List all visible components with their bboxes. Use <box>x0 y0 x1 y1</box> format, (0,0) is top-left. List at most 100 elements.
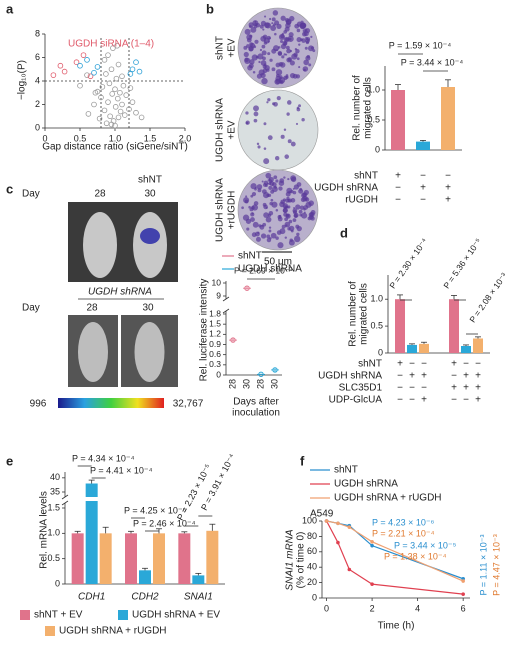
cell-stain <box>253 118 258 123</box>
cell-stain <box>299 205 305 210</box>
point <box>106 80 113 87</box>
bar <box>99 533 112 584</box>
y-tick-label: 80 <box>307 531 317 541</box>
axis-break <box>222 308 230 314</box>
cell-stain <box>291 53 298 60</box>
y-tick-label: 1.0 <box>367 84 380 94</box>
cell-stain <box>277 214 282 219</box>
y-tick-label: 20 <box>307 577 317 587</box>
condition-sign: − <box>409 395 415 406</box>
condition-sign: + <box>475 383 481 394</box>
point <box>105 52 111 58</box>
cell-stain <box>290 141 296 147</box>
cell-stain <box>303 205 309 210</box>
cell-stain <box>255 55 259 59</box>
cell-stain <box>268 37 271 40</box>
point <box>103 120 110 127</box>
bar <box>125 533 137 584</box>
y-axis-label: Rel. mRNA levels <box>39 491 50 569</box>
image-title: shNT <box>138 175 162 186</box>
cell-stain <box>304 46 308 50</box>
cell-stain <box>282 208 288 214</box>
cell-stain <box>296 28 301 33</box>
condition-label: SLC35D1 <box>339 383 383 394</box>
cell-stain <box>303 189 309 196</box>
cell-stain <box>299 213 303 217</box>
cell-stain <box>302 195 308 202</box>
point <box>96 115 103 122</box>
cell-stain <box>271 22 274 25</box>
cell-stain <box>303 211 306 214</box>
point <box>115 61 122 68</box>
error-bar <box>209 523 216 531</box>
point <box>91 69 97 76</box>
cell-stain <box>266 101 269 104</box>
panel-letter: f <box>300 453 305 468</box>
error-bar <box>395 84 401 90</box>
cell-stain <box>298 43 301 46</box>
point <box>129 99 136 105</box>
cell-stain <box>259 48 263 52</box>
condition-sign: − <box>420 195 426 206</box>
point <box>133 109 139 116</box>
y-tick-label: 8 <box>35 28 40 38</box>
cell-stain <box>275 62 281 68</box>
condition-sign: − <box>475 359 481 370</box>
cell-stain <box>276 23 282 30</box>
condition-sign: + <box>445 183 451 194</box>
point <box>108 121 115 128</box>
y-tick-label: 1.8 <box>209 308 221 318</box>
y-tick-label: 0 <box>312 592 317 602</box>
cell-stain <box>275 179 279 183</box>
error-bar <box>463 344 469 347</box>
condition-label: shNT <box>358 359 382 370</box>
cell-stain <box>286 100 292 105</box>
cell-stain <box>270 25 277 31</box>
point <box>244 285 250 291</box>
x-tick-label: 1.0 <box>109 133 122 143</box>
point <box>103 71 109 77</box>
cell-stain <box>246 227 250 231</box>
cell-stain <box>243 197 250 204</box>
cell-stain <box>253 105 259 112</box>
y-tick-label: 0 <box>378 347 383 357</box>
condition-sign: − <box>451 395 457 406</box>
point <box>77 62 83 69</box>
condition-sign: − <box>397 395 403 406</box>
condition-sign: + <box>395 171 401 182</box>
cell-stain <box>283 128 287 131</box>
point <box>119 101 125 108</box>
cell-stain <box>271 182 277 187</box>
cell-stain <box>286 48 291 54</box>
cell-stain <box>296 182 302 187</box>
p-value: P = 4.47 × 10⁻³ <box>491 534 501 596</box>
cell-stain <box>245 195 248 198</box>
cell-stain <box>301 212 308 219</box>
cell-stain <box>248 46 254 52</box>
p-value: P = 4.34 × 10⁻⁴ <box>72 453 135 463</box>
point <box>370 539 374 544</box>
cell-stain <box>292 190 297 195</box>
y-tick-label: 0.5 <box>367 114 380 124</box>
image-label: shNT <box>215 36 226 60</box>
y-tick-label: 0.9 <box>209 339 221 349</box>
cell-stain <box>293 235 301 243</box>
condition-sign: + <box>420 183 426 194</box>
colorbar-label: 996 <box>30 399 47 410</box>
point <box>127 71 134 77</box>
point <box>61 68 68 75</box>
point <box>80 52 87 58</box>
legend-label: UGDH shRNA <box>238 264 302 275</box>
cell-stain <box>302 66 309 72</box>
x-tick-label: 0.5 <box>74 133 87 143</box>
point <box>126 106 132 112</box>
colorbar <box>58 398 164 408</box>
cell-stain <box>277 242 284 249</box>
error-bar <box>397 294 403 300</box>
cell-stain <box>262 56 266 61</box>
cell-stain <box>267 98 271 102</box>
cell-stain <box>288 190 291 194</box>
point <box>85 111 92 117</box>
